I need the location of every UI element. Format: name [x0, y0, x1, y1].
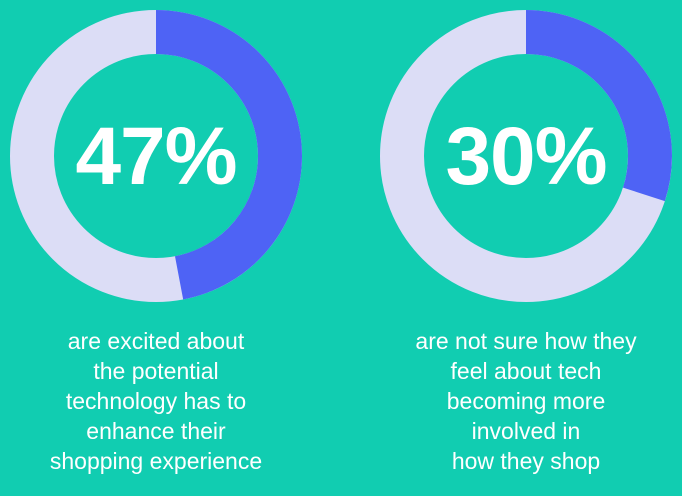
caption-line: how they shop [451, 448, 601, 474]
caption-line: becoming more [446, 388, 606, 414]
stat-caption-excited: are excited about the potential technolo… [6, 326, 306, 476]
donut-value-arc [10, 10, 302, 302]
caption-line: are not sure how they [415, 328, 637, 354]
caption-line: are excited about [67, 328, 245, 354]
stat-value-unsure: 30% [445, 111, 607, 202]
donut-chart-unsure [380, 10, 672, 302]
stat-value-excited: 47% [75, 111, 237, 202]
donut-chart-excited [10, 10, 302, 302]
stat-caption-unsure: are not sure how they feel about tech be… [376, 326, 676, 476]
caption-line: feel about tech [450, 358, 602, 384]
caption-line: the potential [93, 358, 219, 384]
caption-line: involved in [471, 418, 581, 444]
donut-value-arc [380, 10, 672, 302]
caption-line: technology has to [65, 388, 247, 414]
caption-line: enhance their [86, 418, 226, 444]
caption-line: shopping experience [49, 448, 263, 474]
